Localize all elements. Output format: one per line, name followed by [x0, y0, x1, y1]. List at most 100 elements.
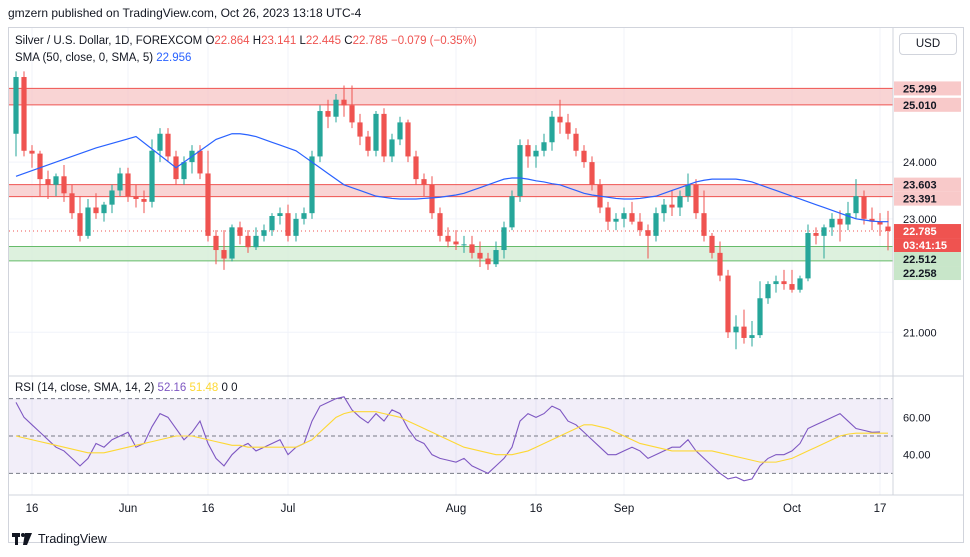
candle-body: [181, 162, 187, 180]
candle-body: [413, 156, 419, 180]
candle-body: [85, 207, 91, 236]
price-tick-label: 24.000: [903, 157, 937, 169]
candle-body: [733, 326, 739, 333]
time-tick-label: 16: [26, 503, 39, 515]
candle-body: [661, 204, 667, 214]
price-tag-label: 23.391: [903, 194, 937, 206]
rsi-sma-line: [15, 411, 888, 463]
published-caption: gmzern published on TradingView.com, Oct…: [8, 6, 362, 20]
rsi-value: 52.16: [157, 382, 187, 394]
price-tick-label: 23.000: [903, 214, 937, 226]
candle-body: [93, 207, 99, 214]
candle-body: [781, 281, 787, 285]
candle-body: [149, 150, 155, 202]
candle-body: [605, 207, 611, 222]
symbol-legend: Silver / U.S. Dollar, 1D, FOREXCOM O22.8…: [15, 35, 477, 47]
price-tag-label: 22.785: [903, 226, 937, 238]
candle-body: [357, 122, 363, 137]
tradingview-footer[interactable]: TradingView: [12, 532, 107, 546]
candle-body: [805, 233, 811, 279]
candle-body: [885, 226, 891, 232]
candle-body: [421, 179, 427, 185]
time-tick-label: Oct: [783, 503, 802, 515]
price-tag-bg: [894, 238, 961, 253]
candle-body: [565, 122, 571, 134]
candle-body: [549, 116, 555, 143]
candle-body: [381, 113, 387, 157]
candle-body: [517, 145, 523, 197]
candle-body: [301, 213, 307, 219]
candle-body: [429, 184, 435, 214]
time-tick-label: Sep: [614, 503, 634, 515]
candle-body: [461, 244, 467, 246]
candle-layer: [9, 71, 893, 350]
candle-body: [269, 216, 275, 231]
candle-body: [205, 173, 211, 236]
candle-body: [221, 250, 227, 259]
price-tag-label: 03:41:15: [903, 240, 947, 252]
rsi-sma-value: 51.48: [189, 382, 219, 394]
candle-body: [341, 99, 347, 106]
price-tag-bg: [894, 224, 961, 239]
candle-body: [621, 213, 627, 219]
rsi-tick-label: 40.00: [903, 450, 931, 462]
candle-body: [21, 77, 27, 151]
open-label: O: [205, 35, 215, 47]
open-value: 22.864: [214, 35, 250, 47]
sma-value: 22.956: [156, 52, 192, 64]
grid-layer: [9, 28, 893, 495]
price-tag-label: 22.512: [903, 254, 937, 266]
candle-body: [261, 230, 267, 236]
candle-body: [837, 218, 843, 225]
candle-body: [693, 184, 699, 214]
candle-body: [53, 176, 59, 185]
candle-body: [589, 162, 595, 185]
candle-body: [277, 213, 283, 216]
candle-body: [477, 252, 483, 259]
close-value: 22.785: [352, 35, 388, 47]
candle-body: [133, 196, 139, 199]
candle-body: [397, 122, 403, 140]
candle-body: [669, 204, 675, 208]
candle-body: [469, 244, 475, 253]
axis-layer: 24.000 23.000 21.000 60.00 40.00 25.299 25.010…: [9, 28, 963, 515]
candle-body: [141, 198, 147, 202]
price-tag-bg: [894, 252, 961, 267]
time-tick-label: 16: [530, 503, 543, 515]
currency-button[interactable]: USD: [899, 33, 957, 55]
candle-body: [637, 221, 643, 231]
sma-layer: [15, 133, 889, 223]
tradingview-logo-icon: [12, 533, 32, 545]
symbol-title: Silver / U.S. Dollar, 1D, FOREXCOM: [15, 35, 203, 47]
candle-body: [773, 281, 779, 285]
candle-body: [29, 150, 35, 154]
price-tag-label: 25.299: [903, 83, 937, 95]
candle-body: [525, 145, 531, 157]
candle-body: [501, 227, 507, 251]
time-tick-label: Aug: [446, 503, 466, 515]
time-tick-label: Jul: [281, 503, 296, 515]
candle-body: [533, 150, 539, 157]
candle-body: [373, 113, 379, 151]
price-tag-label: 23.603: [903, 180, 937, 192]
candle-body: [685, 184, 691, 197]
candle-body: [861, 196, 867, 219]
candle-body: [333, 99, 339, 117]
candle-body: [509, 196, 515, 228]
candle-body: [613, 218, 619, 222]
candle-body: [717, 252, 723, 276]
zone-support: [9, 246, 893, 261]
price-tag-bg: [894, 81, 961, 96]
candle-body: [797, 278, 803, 290]
candle-body: [853, 196, 859, 214]
sma-legend: SMA (50, close, 0, SMA, 5) 22.956: [15, 52, 191, 64]
candle-body: [829, 218, 835, 228]
candle-body: [573, 133, 579, 151]
candle-body: [709, 235, 715, 253]
candle-body: [69, 193, 75, 214]
candle-body: [109, 190, 115, 205]
candle-body: [309, 156, 315, 214]
zone-layer: [9, 87, 893, 262]
price-tag-bg: [894, 177, 961, 192]
